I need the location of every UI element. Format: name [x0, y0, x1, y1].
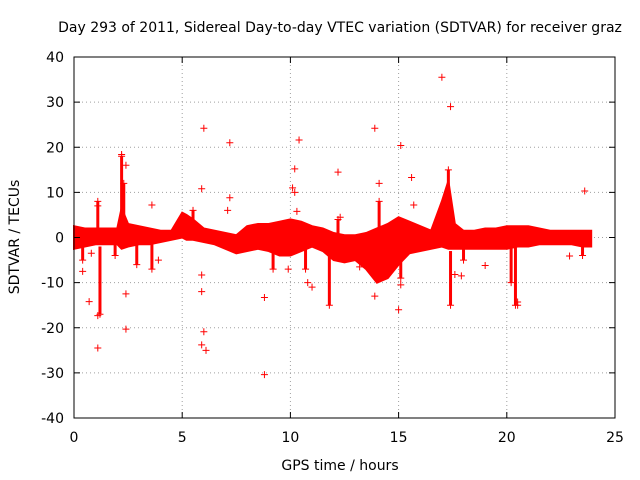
data-point [371, 292, 379, 300]
data-point [397, 141, 405, 149]
data-point [226, 194, 234, 202]
y-tick-label: 0 [55, 231, 64, 247]
data-point [334, 168, 342, 176]
x-axis-label: GPS time / hours [281, 458, 398, 474]
data-point [133, 261, 141, 269]
data-point [224, 206, 232, 214]
data-point [87, 249, 95, 257]
data-point [325, 301, 333, 309]
data-point [94, 312, 102, 320]
chart-title: Day 293 of 2011, Sidereal Day-to-day VTE… [58, 20, 622, 36]
data-point [122, 325, 130, 333]
data-point [226, 139, 234, 147]
data-point [295, 136, 303, 144]
y-tick-label: 20 [46, 140, 64, 156]
y-axis-label: SDTVAR / TECUs [7, 180, 23, 295]
data-point [200, 124, 208, 132]
data-point [289, 184, 297, 192]
data-point [356, 263, 364, 271]
data-point [154, 256, 162, 264]
y-tick-label: 40 [46, 50, 64, 66]
data-point [148, 265, 156, 273]
data-band [73, 180, 593, 284]
data-point [438, 73, 446, 81]
data-point [302, 265, 310, 273]
data-layer [73, 73, 593, 379]
data-point [514, 301, 522, 309]
data-point [120, 179, 128, 187]
y-tick-label: -30 [41, 366, 64, 382]
data-point [202, 346, 210, 354]
data-point [579, 252, 587, 260]
data-point [308, 283, 316, 291]
tick-layer: 0 5 10 15 20 25 -40 -30 -20 -10 0 10 20 30 40 [41, 50, 624, 446]
data-point [79, 267, 87, 275]
data-point [269, 265, 277, 273]
data-point [397, 281, 405, 289]
data-point [122, 290, 130, 298]
data-point [291, 165, 299, 173]
data-point [94, 344, 102, 352]
y-tick-label: 10 [46, 185, 64, 201]
data-point [94, 202, 102, 210]
data-point [291, 188, 299, 196]
data-point [457, 272, 465, 280]
x-tick-label: 15 [390, 430, 408, 446]
x-tick-label: 10 [281, 430, 299, 446]
y-tick-label: 30 [46, 95, 64, 111]
data-point [336, 213, 344, 221]
data-point [447, 301, 455, 309]
data-point [447, 103, 455, 111]
data-point [189, 206, 197, 214]
data-point [200, 328, 208, 336]
data-point [148, 201, 156, 209]
data-point [375, 197, 383, 205]
x-tick-label: 0 [70, 430, 79, 446]
data-point [410, 201, 418, 209]
data-point [581, 187, 589, 195]
data-point [118, 150, 126, 158]
data-point [198, 341, 206, 349]
data-point [460, 256, 468, 264]
data-point [284, 265, 292, 273]
data-point [85, 298, 93, 306]
data-point [304, 279, 312, 287]
data-point [481, 261, 489, 269]
data-point [122, 161, 130, 169]
y-tick-label: -40 [41, 411, 64, 427]
data-point [408, 173, 416, 181]
x-tick-label: 25 [606, 430, 624, 446]
data-point [79, 256, 87, 264]
y-tick-label: -20 [41, 321, 64, 337]
x-tick-label: 20 [498, 430, 516, 446]
data-point [198, 271, 206, 279]
data-point [444, 166, 452, 174]
data-point [198, 288, 206, 296]
x-tick-label: 5 [178, 430, 187, 446]
data-point [111, 252, 119, 260]
y-tick-label: -10 [41, 276, 64, 292]
data-point [293, 207, 301, 215]
data-point [397, 274, 405, 282]
data-point [507, 279, 515, 287]
data-point [395, 306, 403, 314]
data-point [566, 252, 574, 260]
data-point [371, 124, 379, 132]
data-point [198, 185, 206, 193]
data-point [451, 271, 459, 279]
data-point [260, 294, 268, 302]
data-point [375, 179, 383, 187]
data-point [260, 371, 268, 379]
